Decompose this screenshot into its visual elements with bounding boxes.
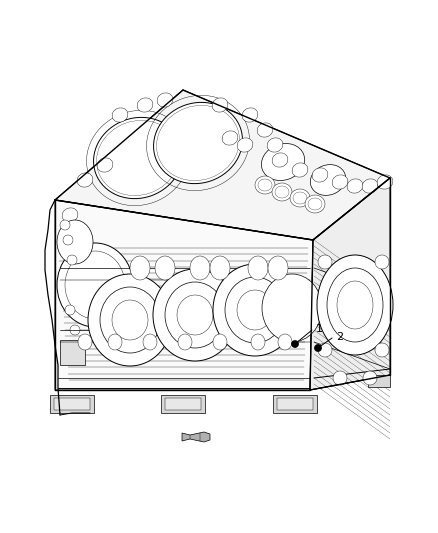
Ellipse shape [62,208,78,222]
Circle shape [314,344,321,351]
FancyBboxPatch shape [161,395,205,413]
Ellipse shape [377,175,393,189]
Ellipse shape [190,256,210,280]
Ellipse shape [178,334,192,350]
Ellipse shape [94,117,183,199]
Ellipse shape [318,343,332,357]
Ellipse shape [375,255,389,269]
Ellipse shape [267,138,283,152]
Ellipse shape [78,334,92,350]
Ellipse shape [311,165,346,196]
Ellipse shape [278,334,292,350]
Polygon shape [310,178,390,390]
Ellipse shape [292,163,308,177]
Ellipse shape [212,98,228,112]
Ellipse shape [155,256,175,280]
Ellipse shape [347,179,363,193]
Ellipse shape [268,256,288,280]
Ellipse shape [362,179,378,193]
Ellipse shape [65,305,75,315]
Ellipse shape [237,138,253,152]
Ellipse shape [332,175,348,189]
Ellipse shape [255,176,275,194]
Ellipse shape [333,371,347,385]
Ellipse shape [242,108,258,122]
Polygon shape [55,200,313,390]
Ellipse shape [130,256,150,280]
Ellipse shape [290,189,310,207]
FancyBboxPatch shape [277,398,313,410]
Ellipse shape [112,108,128,122]
Ellipse shape [248,256,268,280]
Ellipse shape [262,274,322,342]
Ellipse shape [272,153,288,167]
Ellipse shape [70,325,80,335]
Ellipse shape [305,195,325,213]
FancyBboxPatch shape [368,375,390,387]
Ellipse shape [157,93,173,107]
Ellipse shape [63,235,73,245]
Ellipse shape [375,343,389,357]
Text: 1: 1 [316,324,323,334]
Ellipse shape [213,334,227,350]
Ellipse shape [143,334,157,350]
Ellipse shape [77,173,93,187]
Polygon shape [60,340,85,365]
Ellipse shape [210,256,230,280]
Ellipse shape [317,255,393,355]
Ellipse shape [97,158,113,172]
FancyBboxPatch shape [165,398,201,410]
Ellipse shape [153,269,237,361]
Ellipse shape [318,255,332,269]
FancyBboxPatch shape [50,395,94,413]
Ellipse shape [272,183,292,201]
Ellipse shape [363,371,377,385]
Polygon shape [55,90,390,240]
Ellipse shape [108,334,122,350]
Ellipse shape [137,98,153,112]
Ellipse shape [57,220,93,264]
Ellipse shape [261,143,304,181]
Ellipse shape [67,255,77,265]
Ellipse shape [312,168,328,182]
Ellipse shape [154,102,243,183]
Text: 2: 2 [336,332,343,342]
Circle shape [292,341,299,348]
Ellipse shape [88,274,172,366]
Ellipse shape [60,220,70,230]
Ellipse shape [213,264,297,356]
Ellipse shape [257,123,273,137]
FancyBboxPatch shape [54,398,90,410]
Polygon shape [182,432,210,442]
FancyBboxPatch shape [273,395,317,413]
Ellipse shape [251,334,265,350]
Ellipse shape [222,131,238,145]
Ellipse shape [57,243,133,327]
